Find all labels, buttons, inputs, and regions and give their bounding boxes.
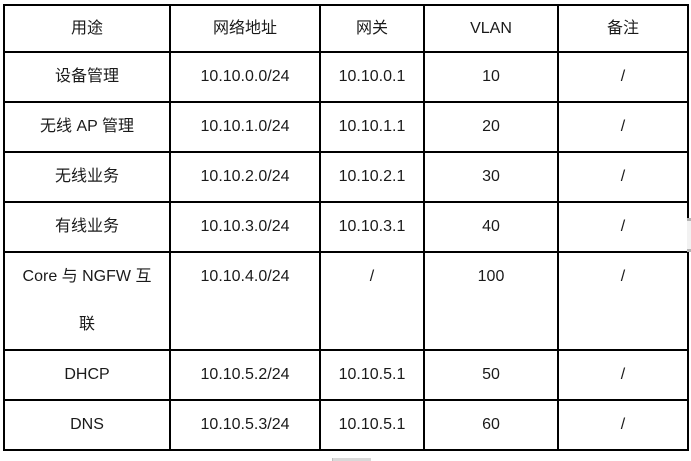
table-cell-r2-c4[interactable]: / (557, 151, 689, 203)
scrollbar-tick-bottom (687, 249, 691, 252)
table-cell-r1-c1[interactable]: 10.10.1.0/24 (169, 101, 321, 153)
column-header-3[interactable]: VLAN (423, 4, 559, 53)
table-row-4: Core 与 NGFW 互 联 10.10.4.0/24/100/ (3, 251, 689, 351)
table-cell-r5-c2[interactable]: 10.10.5.1 (319, 349, 425, 401)
table-cell-r6-c0[interactable]: DNS (3, 399, 171, 451)
table-cell-r1-c4[interactable]: / (557, 101, 689, 153)
table-cell-r4-c0[interactable]: Core 与 NGFW 互 联 (3, 251, 171, 351)
table-cell-r1-c0[interactable]: 无线 AP 管理 (3, 101, 171, 153)
table-body: 设备管理 10.10.0.0/24 10.10.0.1 10/无线 AP 管理 10.1… (3, 51, 689, 451)
table-cell-r0-c4[interactable]: / (557, 51, 689, 103)
table-cell-r5-c4[interactable]: / (557, 349, 689, 401)
table-header: 用途 网络地址 网关 VLAN 备注 (3, 4, 689, 53)
table-header-row: 用途 网络地址 网关 VLAN 备注 (3, 4, 689, 53)
table-cell-r2-c3[interactable]: 30 (423, 151, 559, 203)
table-cell-r3-c4[interactable]: / (557, 201, 689, 253)
table-cell-r4-c3[interactable]: 100 (423, 251, 559, 351)
table-row-6: DNS 10.10.5.3/24 10.10.5.1 60/ (3, 399, 689, 451)
table-cell-r5-c1[interactable]: 10.10.5.2/24 (169, 349, 321, 401)
table-cell-r1-c3[interactable]: 20 (423, 101, 559, 153)
table-row-1: 无线 AP 管理 10.10.1.0/24 10.10.1.1 20/ (3, 101, 689, 153)
network-plan-table: 用途 网络地址 网关 VLAN 备注 设备管理 10.10.0.0/24 10.10.0.1… (3, 4, 689, 451)
table-cell-r6-c2[interactable]: 10.10.5.1 (319, 399, 425, 451)
table-cell-r6-c1[interactable]: 10.10.5.3/24 (169, 399, 321, 451)
bottom-edge-artifact (332, 458, 371, 461)
table-cell-r6-c4[interactable]: / (557, 399, 689, 451)
table-row-2: 无线业务 10.10.2.0/24 10.10.2.1 30/ (3, 151, 689, 203)
table-cell-r5-c0[interactable]: DHCP (3, 349, 171, 401)
table-cell-r0-c3[interactable]: 10 (423, 51, 559, 103)
table-cell-r3-c2[interactable]: 10.10.3.1 (319, 201, 425, 253)
table-row-5: DHCP 10.10.5.2/24 10.10.5.1 50/ (3, 349, 689, 401)
column-header-0[interactable]: 用途 (3, 4, 171, 53)
table-cell-r2-c0[interactable]: 无线业务 (3, 151, 171, 203)
table-cell-r4-c1[interactable]: 10.10.4.0/24 (169, 251, 321, 351)
table-cell-r3-c0[interactable]: 有线业务 (3, 201, 171, 253)
column-header-4[interactable]: 备注 (557, 4, 689, 53)
scrollbar-fragment[interactable] (687, 218, 691, 252)
table-cell-r1-c2[interactable]: 10.10.1.1 (319, 101, 425, 153)
table-cell-r6-c3[interactable]: 60 (423, 399, 559, 451)
scrollbar-tick-top (687, 218, 691, 221)
table-row-0: 设备管理 10.10.0.0/24 10.10.0.1 10/ (3, 51, 689, 103)
table-row-3: 有线业务 10.10.3.0/24 10.10.3.1 40/ (3, 201, 689, 253)
table-cell-r0-c1[interactable]: 10.10.0.0/24 (169, 51, 321, 103)
table-cell-r0-c0[interactable]: 设备管理 (3, 51, 171, 103)
table-cell-r4-c2[interactable]: / (319, 251, 425, 351)
table-cell-r2-c2[interactable]: 10.10.2.1 (319, 151, 425, 203)
table-cell-r4-c4[interactable]: / (557, 251, 689, 351)
table-cell-r3-c3[interactable]: 40 (423, 201, 559, 253)
table-cell-r5-c3[interactable]: 50 (423, 349, 559, 401)
table-cell-r0-c2[interactable]: 10.10.0.1 (319, 51, 425, 103)
column-header-2[interactable]: 网关 (319, 4, 425, 53)
column-header-1[interactable]: 网络地址 (169, 4, 321, 53)
table-cell-r2-c1[interactable]: 10.10.2.0/24 (169, 151, 321, 203)
table-cell-r3-c1[interactable]: 10.10.3.0/24 (169, 201, 321, 253)
